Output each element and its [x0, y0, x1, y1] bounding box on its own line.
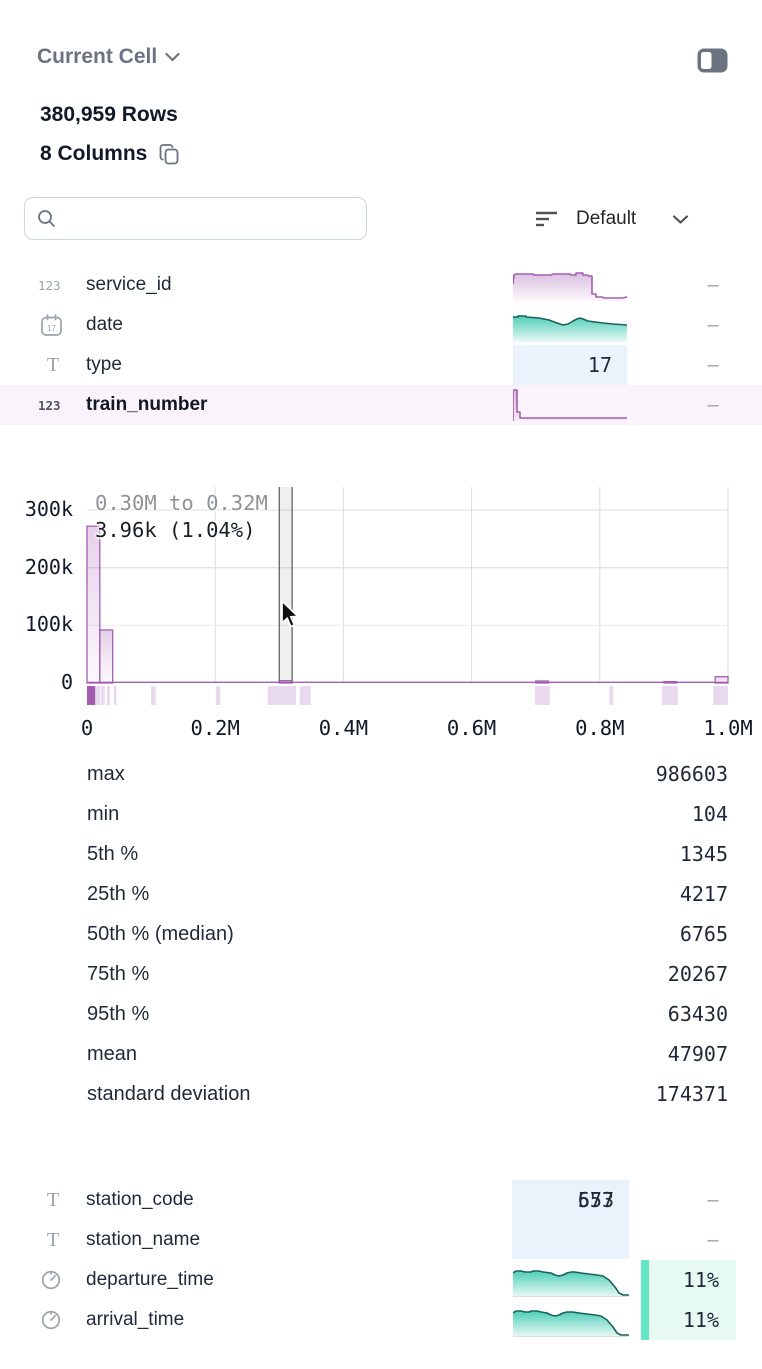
column-count-line: 8 Columns	[40, 142, 180, 166]
departure-time-sparkline	[513, 1270, 629, 1297]
null-percentage-bar	[641, 1260, 649, 1340]
chevron-down-icon	[165, 52, 180, 62]
stat-row: 25th % 4217	[87, 882, 728, 906]
column-name: station_name	[86, 1229, 201, 1250]
y-axis-tick: 200k	[24, 554, 73, 579]
column-name: train_number	[86, 394, 208, 415]
mouse-cursor	[281, 600, 299, 628]
column-name: departure_time	[86, 1269, 214, 1290]
null-indicator: –	[707, 1229, 719, 1251]
svg-text:17: 17	[47, 324, 56, 333]
clock-icon	[41, 1310, 61, 1330]
row-count: 380,959 Rows	[40, 103, 178, 126]
column-row-departure-time[interactable]: departure_time	[0, 1260, 762, 1300]
column-row-arrival-time[interactable]: arrival_time	[0, 1300, 762, 1340]
stat-row: standard deviation 174371	[87, 1082, 728, 1106]
unique-count: 573	[577, 1188, 614, 1212]
arrival-time-sparkline	[513, 1310, 629, 1337]
calendar-icon: 17	[41, 314, 62, 336]
sort-icon	[536, 211, 557, 227]
y-axis-tick: 300k	[24, 497, 73, 522]
x-axis-tick: 0.4M	[318, 716, 369, 740]
y-axis-tick: 100k	[24, 612, 73, 637]
integer-type-icon: 123	[38, 277, 61, 293]
unique-count-box: 573 657	[512, 1180, 629, 1259]
histogram-chart[interactable]: 0.30M to 0.32M 3.96k (1.04%) 0 100k 200k 30…	[25, 487, 753, 740]
search-box[interactable]	[24, 197, 367, 240]
unique-count: 657	[577, 1188, 614, 1212]
null-indicator: –	[707, 394, 719, 416]
unique-count-box: 17	[513, 345, 627, 385]
stat-row: mean 47907	[87, 1042, 728, 1066]
stat-row: 5th % 1345	[87, 842, 728, 866]
column-row-type[interactable]: T type 17 –	[0, 345, 762, 385]
column-row-station-code[interactable]: T station_code –	[0, 1180, 762, 1220]
text-type-icon: T	[46, 1188, 60, 1211]
x-axis-tick: 1.0M	[703, 716, 753, 740]
unique-count: 17	[587, 353, 612, 377]
sort-control[interactable]: Default	[536, 203, 689, 235]
column-row-train-number[interactable]: 123 train_number –	[0, 385, 762, 425]
column-name: service_id	[86, 274, 172, 295]
null-percentage: 11%	[682, 1308, 719, 1332]
tooltip-value: 3.96k (1.04%)	[95, 518, 256, 542]
null-indicator: –	[707, 314, 719, 336]
search-icon	[38, 210, 55, 227]
copy-icon[interactable]	[159, 143, 180, 166]
column-name: type	[86, 354, 122, 375]
page-title: Current Cell	[37, 45, 158, 68]
x-axis-tick: 0.6M	[446, 716, 497, 740]
null-indicator: –	[707, 1189, 719, 1211]
y-axis-tick: 0	[60, 670, 73, 694]
train-number-sparkline	[513, 389, 627, 421]
text-type-icon: T	[46, 1228, 60, 1251]
service-id-sparkline	[513, 272, 627, 301]
stat-row: min 104	[87, 802, 728, 826]
column-name: arrival_time	[86, 1309, 185, 1330]
stat-row: 50th % (median) 6765	[87, 922, 728, 946]
x-axis-tick: 0.2M	[190, 716, 240, 740]
column-name: station_code	[86, 1189, 194, 1210]
integer-type-icon: 123	[38, 397, 61, 413]
clock-icon	[41, 1270, 61, 1290]
search-input[interactable]	[64, 207, 354, 230]
null-indicator: –	[707, 354, 719, 376]
null-indicator: –	[707, 274, 719, 296]
date-sparkline	[513, 315, 627, 342]
panel-toggle-icon[interactable]	[697, 48, 728, 73]
chevron-down-icon	[673, 214, 689, 224]
x-axis-tick: 0	[80, 716, 94, 740]
stat-row: 75th % 20267	[87, 962, 728, 986]
column-row-service-id[interactable]: 123 service_id –	[0, 265, 762, 305]
null-percentage: 11%	[682, 1268, 719, 1292]
current-cell-dropdown[interactable]: Current Cell	[37, 45, 180, 69]
x-axis-tick: 0.8M	[575, 716, 625, 740]
column-row-date[interactable]: 17 date –	[0, 305, 762, 345]
null-percentage-box: 11% 11%	[641, 1260, 736, 1340]
column-row-station-name[interactable]: T station_name –	[0, 1220, 762, 1260]
stat-row: max 986603	[87, 762, 728, 786]
column-name: date	[86, 314, 123, 335]
tooltip-range: 0.30M to 0.32M	[95, 491, 268, 515]
stat-row: 95th % 63430	[87, 1002, 728, 1026]
column-count: 8 Columns	[40, 142, 148, 165]
text-type-icon: T	[46, 353, 60, 376]
sort-selected-value: Default	[576, 208, 637, 229]
